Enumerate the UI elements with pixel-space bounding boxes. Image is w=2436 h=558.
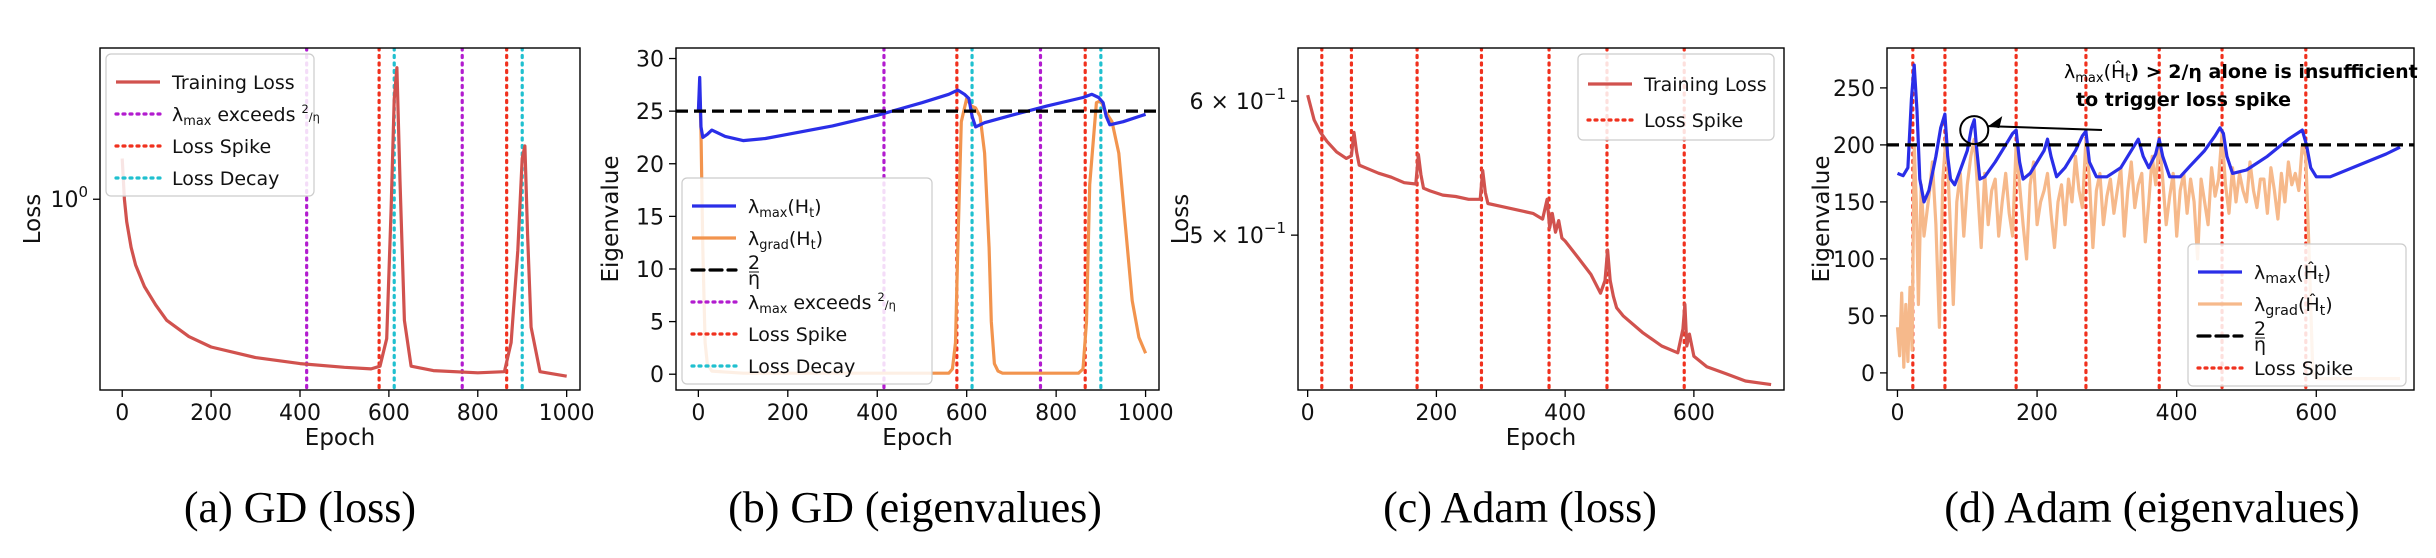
y-tick-label: 15 — [636, 205, 664, 230]
event-lines — [1320, 48, 1686, 390]
plot-frame — [1297, 47, 1785, 391]
x-tick-label: 600 — [1673, 401, 1715, 426]
legend-frac-den: η — [748, 268, 760, 290]
x-tick-label: 400 — [2156, 401, 2198, 426]
y-tick-label: 0 — [1861, 362, 1875, 387]
subfigure-caption: (d) Adam (eigenvalues) — [1944, 483, 2359, 532]
legend-label: Loss Spike — [748, 324, 847, 346]
legend-label: Training Loss — [1643, 74, 1767, 96]
y-tick-label: 5 × 10−1 — [1189, 219, 1286, 249]
subfigure-caption: (c) Adam (loss) — [1383, 483, 1657, 532]
series-line-lambda_grad_adam — [1895, 131, 2400, 381]
x-tick-label: 1000 — [539, 401, 595, 426]
plot-frame — [1886, 47, 2415, 391]
y-axis-label: Eigenvalue — [598, 155, 624, 282]
subfigure-caption: (b) GD (eigenvalues) — [728, 483, 1102, 532]
annotation-arrow — [1988, 125, 2103, 131]
plot-frame — [99, 47, 581, 391]
series-lines — [1895, 63, 2401, 381]
x-tick-label: 200 — [2016, 401, 2058, 426]
chart-panel-3: 0 200 400 600 6 × 10−1 5 × 10−1 Epoch Loss (c) A… — [1168, 47, 1785, 532]
x-tick-label: 200 — [1415, 401, 1457, 426]
series-line-training_loss — [1306, 94, 1772, 387]
subfigure-caption: (a) GD (loss) — [184, 483, 416, 532]
x-tick-label: 0 — [691, 401, 705, 426]
series-lines — [1306, 94, 1772, 387]
legend-label: λmax exceeds 2/η — [748, 290, 896, 317]
legend-frac-num: 2 — [2254, 318, 2266, 340]
y-tick-label: 5 — [650, 311, 664, 336]
x-axis-label: Epoch — [1506, 425, 1576, 451]
series-line-lambda_max — [696, 75, 1147, 143]
x-tick-label: 800 — [1035, 401, 1077, 426]
y-tick-label: 250 — [1833, 77, 1875, 102]
y-tick-label: 30 — [636, 48, 664, 73]
series-line-training_loss — [120, 66, 567, 378]
y-tick-label: 50 — [1847, 305, 1875, 330]
y-tick-label: 20 — [636, 153, 664, 178]
x-tick-label: 0 — [1890, 401, 1904, 426]
x-axis-label: Epoch — [305, 425, 375, 451]
x-tick-label: 800 — [457, 401, 499, 426]
legend: Training Loss Loss Spike — [1577, 53, 1775, 141]
legend-box — [105, 53, 315, 197]
legend-frac-num: 2 — [748, 252, 760, 274]
legend: Training Loss λmax exceeds 2/η Loss Spike L… — [105, 53, 320, 197]
legend-label: Loss Decay — [748, 356, 855, 378]
annotation-line-2: to trigger loss spike — [2076, 89, 2291, 111]
annotation-circle — [1959, 115, 1990, 146]
y-axis-label: Eigenvalue — [1809, 155, 1835, 282]
plot-frame — [675, 47, 1160, 391]
chart-panel-1: 0 200 400 600 800 1000 100 Epoch Loss (a) GD (los… — [20, 47, 595, 532]
y-tick-label: 200 — [1833, 134, 1875, 159]
y-axis-label: Loss — [20, 194, 46, 244]
legend-label: λmax(Ht) — [748, 196, 822, 221]
x-tick-label: 1000 — [1118, 401, 1174, 426]
legend-label: λmax exceeds 2/η — [172, 102, 320, 129]
x-tick-label: 600 — [2295, 401, 2337, 426]
y-tick-label: 100 — [50, 183, 88, 213]
y-tick-label: 150 — [1833, 191, 1875, 216]
annotation: λmax(Ĥt) > 2/η alone is insufficient to t… — [1959, 60, 2418, 146]
legend-box — [681, 177, 933, 385]
chart-panel-2: 0 200 400 600 800 1000 0 5 10 15 20 25 30 Epoch Eigenv… — [598, 47, 1174, 532]
y-tick-label: 6 × 10−1 — [1189, 85, 1286, 115]
y-tick-label: 100 — [1833, 248, 1875, 273]
legend-label: λmax(Ĥt) — [2254, 261, 2331, 287]
event-lines — [305, 48, 524, 390]
legend-label: λgrad(Ht) — [748, 228, 823, 253]
legend-label: Loss Spike — [2254, 358, 2353, 380]
legend-label: Loss Decay — [172, 168, 279, 190]
annotation-arrowhead — [1988, 116, 2003, 129]
series-line-lambda_max — [1896, 63, 2401, 204]
x-tick-label: 0 — [1301, 401, 1315, 426]
legend-label: λgrad(Ĥt) — [2254, 293, 2333, 319]
annotation-line-1: λmax(Ĥt) > 2/η alone is insufficient — [2064, 60, 2418, 86]
x-tick-label: 200 — [190, 401, 232, 426]
legend-label: Loss Spike — [1644, 110, 1743, 132]
x-tick-label: 400 — [856, 401, 898, 426]
legend-box — [2187, 243, 2407, 387]
x-tick-label: 600 — [368, 401, 410, 426]
legend-frac-den: η — [2254, 334, 2266, 356]
chart-panel-4: 0 200 400 600 0 50 100 150 200 250 Eigenvalue (d) A… — [1809, 47, 2418, 532]
legend-box — [1577, 53, 1775, 141]
legend-label: Training Loss — [171, 72, 295, 94]
y-axis-label: Loss — [1168, 194, 1194, 244]
y-tick-label: 0 — [650, 363, 664, 388]
x-tick-label: 600 — [946, 401, 988, 426]
x-tick-label: 400 — [1544, 401, 1586, 426]
x-tick-label: 400 — [279, 401, 321, 426]
y-tick-label: 25 — [636, 100, 664, 125]
y-tick-label: 10 — [636, 258, 664, 283]
x-tick-label: 200 — [767, 401, 809, 426]
x-axis-label: Epoch — [882, 425, 952, 451]
x-tick-label: 0 — [115, 401, 129, 426]
legend-label: Loss Spike — [172, 136, 271, 158]
series-lines — [120, 66, 567, 378]
